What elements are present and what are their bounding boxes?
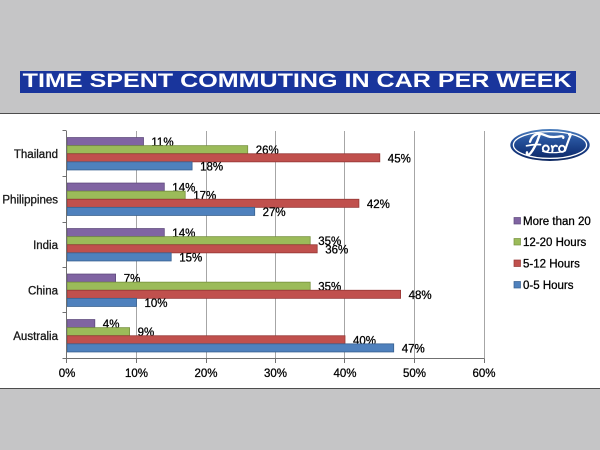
svg-text:47%: 47% xyxy=(402,343,425,355)
svg-text:15%: 15% xyxy=(179,252,202,264)
svg-text:50%: 50% xyxy=(403,368,426,380)
svg-text:10%: 10% xyxy=(125,368,148,380)
svg-text:27%: 27% xyxy=(263,207,286,219)
svg-text:45%: 45% xyxy=(388,153,411,165)
svg-text:0-5 Hours: 0-5 Hours xyxy=(523,280,574,292)
svg-text:36%: 36% xyxy=(325,244,348,256)
svg-text:18%: 18% xyxy=(200,161,223,173)
svg-text:India: India xyxy=(33,240,59,252)
svg-text:40%: 40% xyxy=(333,368,356,380)
svg-text:60%: 60% xyxy=(472,368,495,380)
svg-text:42%: 42% xyxy=(367,199,390,211)
svg-text:Thailand: Thailand xyxy=(14,149,58,161)
svg-text:More than 20: More than 20 xyxy=(523,216,591,228)
svg-text:30%: 30% xyxy=(264,368,287,380)
svg-text:10%: 10% xyxy=(145,298,168,310)
svg-text:5-12 Hours: 5-12 Hours xyxy=(523,259,580,271)
svg-text:12-20 Hours: 12-20 Hours xyxy=(523,237,587,249)
svg-text:China: China xyxy=(28,285,59,297)
svg-text:Philippines: Philippines xyxy=(2,194,58,206)
svg-text:48%: 48% xyxy=(409,290,432,302)
svg-text:20%: 20% xyxy=(194,368,217,380)
svg-text:35%: 35% xyxy=(318,236,341,248)
svg-text:Australia: Australia xyxy=(13,331,58,343)
svg-text:0%: 0% xyxy=(59,368,76,380)
